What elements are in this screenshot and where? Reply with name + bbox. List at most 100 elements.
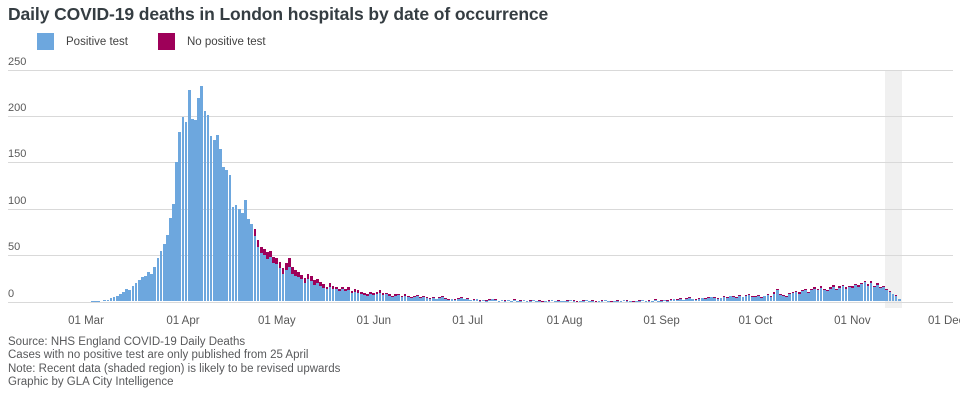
bar-no-positive-test <box>816 289 820 291</box>
bar-no-positive-test <box>272 257 276 263</box>
bar-positive-test <box>563 300 566 302</box>
bar-no-positive-test <box>675 298 679 300</box>
bar-positive-test <box>669 299 673 302</box>
bar-no-positive-test <box>779 294 782 295</box>
bar-positive-test <box>419 297 423 302</box>
bar-no-positive-test <box>757 295 760 296</box>
bar-no-positive-test <box>844 286 848 289</box>
bar-no-positive-test <box>669 298 673 300</box>
bar-positive-test <box>350 293 354 302</box>
bar-no-positive-test <box>425 296 429 298</box>
bar-no-positive-test <box>419 296 423 298</box>
bar-no-positive-test <box>766 294 770 295</box>
x-tick-label: 01 Apr <box>166 315 200 327</box>
bar-positive-test <box>779 295 782 302</box>
bar-positive-test <box>894 295 898 302</box>
bar-positive-test <box>585 299 588 302</box>
bar-no-positive-test <box>409 296 413 298</box>
bar-positive-test <box>347 290 351 302</box>
bar-positive-test <box>525 300 529 302</box>
bar-positive-test <box>444 298 448 302</box>
x-tick-label: 01 Jun <box>356 315 392 327</box>
bar-positive-test <box>638 300 641 302</box>
bar-positive-test <box>125 288 128 302</box>
bar-no-positive-test <box>460 296 463 298</box>
bar-positive-test <box>406 296 410 302</box>
bar-positive-test <box>729 295 732 302</box>
bar-positive-test <box>528 300 532 302</box>
bar-positive-test <box>685 298 688 302</box>
bar-positive-test <box>782 295 785 302</box>
bar-positive-test <box>513 299 516 302</box>
bar-positive-test <box>876 284 879 302</box>
bar-positive-test <box>234 205 238 302</box>
bar-no-positive-test <box>328 282 332 287</box>
bar-positive-test <box>544 300 548 302</box>
bar-positive-test <box>897 298 901 302</box>
bar-no-positive-test <box>876 282 879 285</box>
bar-positive-test <box>891 294 895 302</box>
bar-positive-test <box>197 98 200 302</box>
gridline-y-200 <box>8 116 953 118</box>
bar-positive-test <box>178 131 182 302</box>
bar-no-positive-test <box>259 246 263 254</box>
bar-no-positive-test <box>738 295 742 296</box>
bar-no-positive-test <box>744 295 748 296</box>
bar-positive-test <box>794 292 798 302</box>
bar-no-positive-test <box>625 299 629 301</box>
bar-no-positive-test <box>797 292 801 295</box>
bar-no-positive-test <box>275 257 279 265</box>
bar-positive-test <box>678 298 682 302</box>
bar-no-positive-test <box>632 300 635 302</box>
gridline-y-0 <box>8 301 953 303</box>
bar-positive-test <box>287 267 291 302</box>
x-tick-label: 01 Sep <box>643 315 680 327</box>
bar-positive-test <box>716 298 720 302</box>
bar-positive-test <box>97 300 100 302</box>
bar-no-positive-test <box>406 295 410 297</box>
x-tick-label: 01 Dec <box>927 315 960 327</box>
bar-no-positive-test <box>485 299 488 301</box>
bar-no-positive-test <box>638 299 641 301</box>
bar-positive-test <box>331 288 335 302</box>
bar-no-positive-test <box>697 297 701 299</box>
bar-no-positive-test <box>400 295 404 297</box>
bar-positive-test <box>485 300 488 302</box>
bar-positive-test <box>566 300 570 302</box>
bar-no-positive-test <box>441 295 444 297</box>
x-tick-label: 01 Nov <box>834 315 871 327</box>
bar-positive-test <box>497 300 501 302</box>
bar-positive-test <box>241 213 244 302</box>
bar-positive-test <box>503 300 507 302</box>
bar-positive-test <box>688 297 692 302</box>
bar-positive-test <box>763 295 767 302</box>
bar-no-positive-test <box>772 292 776 295</box>
bar-no-positive-test <box>350 291 354 294</box>
bar-no-positive-test <box>694 298 698 300</box>
footer-caveat: Cases with no positive test are only pub… <box>8 349 309 362</box>
bar-no-positive-test <box>600 299 604 301</box>
bar-no-positive-test <box>447 298 451 300</box>
bar-no-positive-test <box>262 248 266 256</box>
bar-positive-test <box>600 300 604 302</box>
bar-positive-test <box>535 300 538 302</box>
bar-no-positive-test <box>281 268 285 274</box>
bar-no-positive-test <box>594 300 598 302</box>
bar-no-positive-test <box>838 285 842 288</box>
bar-no-positive-test <box>312 280 316 285</box>
bar-no-positive-test <box>653 298 657 300</box>
bar-positive-test <box>863 282 867 302</box>
bar-positive-test <box>322 287 326 302</box>
bar-positive-test <box>550 299 554 302</box>
bar-positive-test <box>109 297 113 302</box>
bar-no-positive-test <box>688 296 692 298</box>
y-tick-label: 150 <box>8 148 27 161</box>
bar-no-positive-test <box>278 261 282 269</box>
bar-positive-test <box>691 298 695 302</box>
bar-no-positive-test <box>810 288 814 290</box>
bar-positive-test <box>872 286 876 302</box>
bar-positive-test <box>694 299 698 302</box>
bar-no-positive-test <box>456 297 460 299</box>
bar-no-positive-test <box>306 273 310 280</box>
bar-no-positive-test <box>394 294 397 296</box>
